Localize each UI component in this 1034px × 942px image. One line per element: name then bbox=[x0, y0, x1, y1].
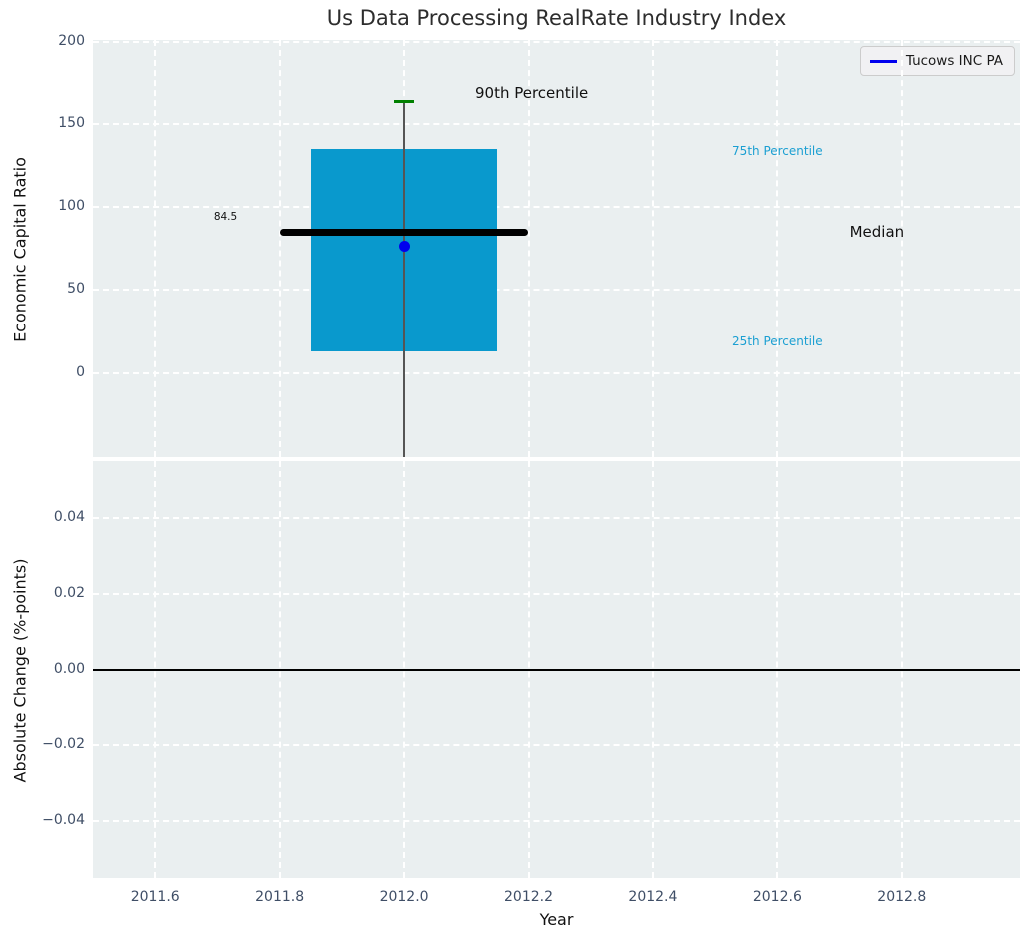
y-tick-label: 0.04 bbox=[53, 508, 85, 525]
legend-label: Tucows INC PA bbox=[905, 53, 1003, 69]
y-tick-label: 0.02 bbox=[53, 584, 85, 601]
bottom-plot-area bbox=[93, 461, 1020, 878]
zero-line bbox=[93, 668, 1020, 671]
y-gridline bbox=[93, 592, 1020, 595]
y-gridline bbox=[93, 744, 1020, 747]
legend: Tucows INC PA bbox=[859, 46, 1015, 76]
top-plot-area: Tucows INC PA 90th Percentile 75th Percen… bbox=[93, 40, 1020, 457]
x-tick-label: 2012.2 bbox=[504, 889, 553, 905]
y-gridline bbox=[93, 40, 1020, 43]
y-tick-label: 0.00 bbox=[53, 660, 85, 677]
x-tick-label: 2011.6 bbox=[130, 889, 180, 905]
y-tick-label: −0.02 bbox=[42, 736, 85, 753]
y-tick-label: 0 bbox=[76, 363, 85, 380]
company-point bbox=[398, 241, 410, 253]
y-tick-label: 100 bbox=[58, 198, 85, 215]
median-line bbox=[279, 229, 529, 237]
annotation: Median bbox=[849, 223, 905, 242]
x-gridline bbox=[900, 40, 903, 457]
y-gridline bbox=[93, 206, 1020, 209]
y-gridline bbox=[93, 820, 1020, 823]
x-gridline bbox=[776, 40, 779, 457]
y-tick-label: −0.04 bbox=[42, 812, 85, 829]
x-tick-label: 2012.4 bbox=[628, 889, 678, 905]
x-tick-label: 2012.0 bbox=[379, 889, 429, 905]
x-axis-label: Year bbox=[539, 910, 574, 929]
whisker-cap-90th bbox=[394, 99, 415, 103]
chart-title: Us Data Processing RealRate Industry Ind… bbox=[326, 6, 787, 30]
x-gridline bbox=[154, 40, 157, 457]
y-gridline bbox=[93, 516, 1020, 519]
x-gridline bbox=[527, 40, 530, 457]
y-tick-label: 200 bbox=[58, 32, 85, 49]
x-tick-label: 2011.8 bbox=[255, 889, 305, 905]
legend-line-swatch bbox=[869, 59, 897, 63]
annotation: 84.5 bbox=[213, 211, 238, 224]
x-tick-label: 2012.6 bbox=[752, 889, 802, 905]
x-gridline bbox=[278, 40, 281, 457]
y-tick-label: 150 bbox=[58, 115, 85, 132]
annotation: 90th Percentile bbox=[474, 84, 589, 103]
y-gridline bbox=[93, 288, 1020, 291]
y-gridline bbox=[93, 123, 1020, 126]
x-gridline bbox=[651, 40, 654, 457]
whisker-line bbox=[403, 101, 405, 457]
annotation: 75th Percentile bbox=[732, 144, 823, 159]
annotation: 25th Percentile bbox=[732, 334, 823, 349]
x-tick-label: 2012.8 bbox=[877, 889, 927, 905]
y-tick-label: 50 bbox=[67, 280, 85, 297]
y-gridline bbox=[93, 371, 1020, 374]
